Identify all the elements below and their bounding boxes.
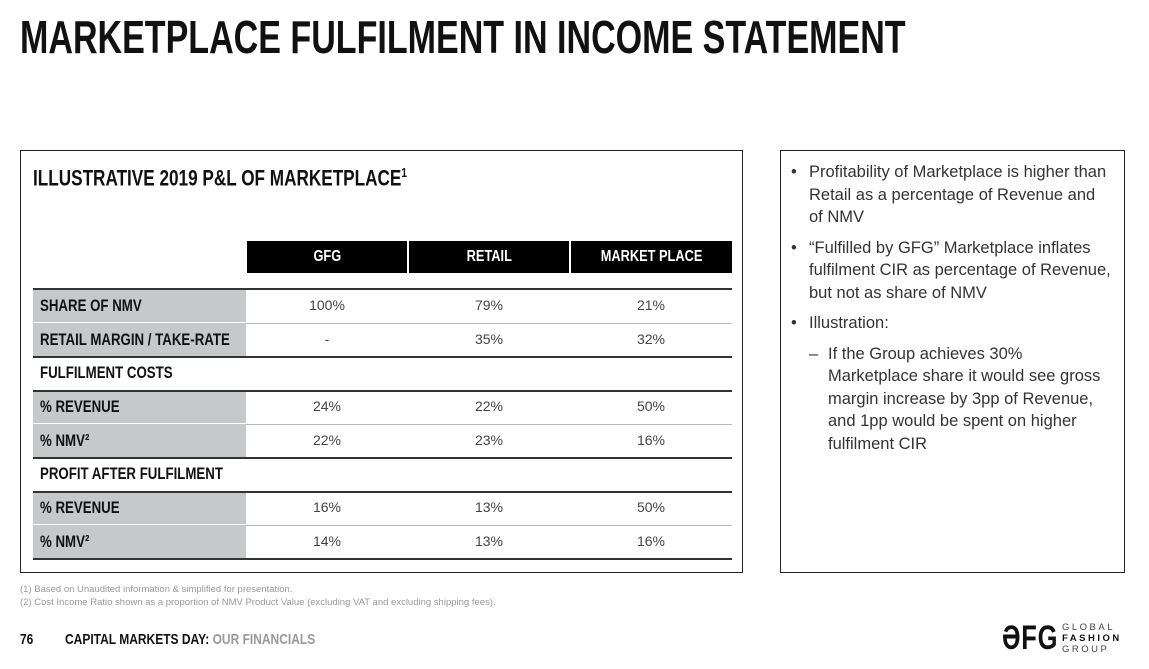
row-label: SHARE OF NMV: [33, 289, 246, 322]
table-cell: 24%: [312, 398, 342, 414]
table-title-text: ILLUSTRATIVE 2019 P&L OF MARKETPLACE: [33, 165, 402, 191]
table-cell: [247, 457, 407, 490]
table-row: % REVENUE 16% 13% 50%: [33, 491, 732, 524]
row-label-text: PROFIT AFTER FULFILMENT: [40, 463, 223, 483]
table-cell: 16%: [636, 432, 666, 448]
table-cell: 100%: [309, 297, 345, 313]
pl-table-panel: ILLUSTRATIVE 2019 P&L OF MARKETPLACE1 GF…: [20, 150, 743, 573]
sub-bullet-item: – If the Group achieves 30% Marketplace s…: [791, 343, 1112, 456]
commentary-panel: • Profitability of Marketplace is higher …: [780, 150, 1125, 573]
table-row: RETAIL MARGIN / TAKE-RATE - 35% 32%: [33, 323, 732, 356]
row-divider: [33, 390, 732, 392]
table-cell: 32%: [636, 331, 666, 347]
logo-wordmark: GLOBAL FASHION GROUP: [1062, 622, 1122, 655]
logo-line: GLOBAL: [1062, 622, 1116, 633]
col-header-marketplace: MARKET PLACE: [571, 241, 732, 273]
page-title: MARKETPLACE FULFILMENT IN INCOME STATEME…: [20, 11, 906, 63]
row-label: % REVENUE: [33, 390, 246, 423]
row-label-text: % NMV²: [40, 430, 90, 450]
footnote-2: (2) Cost Income Ratio shown as a proport…: [20, 597, 496, 608]
table-cell: 16%: [312, 499, 342, 515]
row-divider-light: [246, 525, 732, 526]
table-row: SHARE OF NMV 100% 79% 21%: [33, 289, 732, 322]
row-divider: [33, 288, 732, 290]
col-header-text: MARKET PLACE: [600, 248, 703, 265]
table-title: ILLUSTRATIVE 2019 P&L OF MARKETPLACE1: [33, 165, 407, 191]
row-label: % REVENUE: [33, 491, 246, 524]
col-header-text: GFG: [313, 248, 341, 265]
row-label-text: % REVENUE: [40, 497, 120, 517]
row-label-text: SHARE OF NMV: [40, 295, 142, 315]
table-cell: 79%: [474, 297, 504, 313]
table-cell: -: [324, 331, 330, 347]
bullet-item: • Profitability of Marketplace is higher …: [791, 161, 1112, 229]
col-header-retail: RETAIL: [409, 241, 569, 273]
row-label-text: RETAIL MARGIN / TAKE-RATE: [40, 329, 230, 349]
table-cell: 22%: [312, 432, 342, 448]
row-divider: [33, 491, 732, 493]
table-cell: 14%: [312, 533, 342, 549]
bullet-text: “Fulfilled by GFG” Marketplace inflates …: [809, 238, 1111, 302]
table-cell: 13%: [474, 533, 504, 549]
table-row: % REVENUE 24% 22% 50%: [33, 390, 732, 423]
row-label: % NMV²: [33, 525, 246, 558]
row-label: % NMV²: [33, 424, 246, 457]
bullet-text: Profitability of Marketplace is higher t…: [809, 163, 1107, 226]
footer-label: CAPITAL MARKETS DAY: OUR FINANCIALS: [65, 631, 315, 648]
row-label: RETAIL MARGIN / TAKE-RATE: [33, 323, 246, 356]
footnote-1: (1) Based on Unaudited information & sim…: [20, 584, 293, 595]
logo-mark: ƏFG: [1002, 619, 1059, 657]
row-divider: [33, 356, 732, 358]
table-cell: 13%: [474, 499, 504, 515]
row-divider-light: [246, 323, 732, 324]
table-row: % NMV² 22% 23% 16%: [33, 424, 732, 457]
table-cell: 50%: [636, 398, 666, 414]
logo-line: FASHION: [1062, 633, 1122, 644]
table-cell: [409, 457, 569, 490]
table-cell: 22%: [474, 398, 504, 414]
footer-section: OUR FINANCIALS: [212, 631, 316, 648]
row-label-text: % REVENUE: [40, 396, 120, 416]
page-number: 76: [20, 631, 34, 648]
row-label: PROFIT AFTER FULFILMENT: [33, 457, 246, 490]
row-label: FULFILMENT COSTS: [33, 356, 246, 389]
table-cell: 21%: [636, 297, 666, 313]
row-divider: [33, 457, 732, 459]
table-cell: [409, 356, 569, 389]
col-header-gfg: GFG: [247, 241, 407, 273]
sub-bullet-text: If the Group achieves 30% Marketplace sh…: [828, 344, 1101, 453]
bullet-item: • Illustration:: [791, 312, 1112, 335]
table-row: FULFILMENT COSTS: [33, 356, 732, 389]
table-cell: [247, 356, 407, 389]
table-cell: 23%: [474, 432, 504, 448]
table-row: PROFIT AFTER FULFILMENT: [33, 457, 732, 490]
table-cell: 35%: [474, 331, 504, 347]
row-label-text: % NMV²: [40, 531, 90, 551]
row-divider: [33, 558, 732, 560]
table-cell: 16%: [636, 533, 666, 549]
table-row: % NMV² 14% 13% 16%: [33, 525, 732, 558]
footnote-ref: 1: [401, 165, 407, 180]
gfg-logo: ƏFG GLOBAL FASHION GROUP: [1002, 619, 1122, 658]
logo-line: GROUP: [1062, 644, 1110, 655]
bullet-item: • “Fulfilled by GFG” Marketplace inflates…: [791, 237, 1112, 305]
bullet-text: Illustration:: [809, 314, 889, 332]
table-cell: [571, 457, 731, 490]
row-label-text: FULFILMENT COSTS: [40, 362, 173, 382]
row-divider-light: [246, 424, 732, 425]
col-header-text: RETAIL: [466, 248, 512, 265]
table-cell: [571, 356, 731, 389]
footer-event: CAPITAL MARKETS DAY:: [65, 631, 213, 648]
table-cell: 50%: [636, 499, 666, 515]
